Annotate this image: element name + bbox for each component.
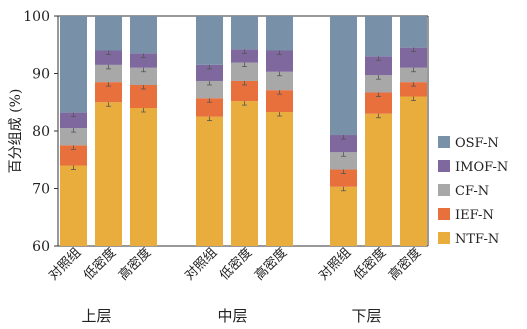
y-tick-label: 70 [32, 182, 50, 198]
y-tick-label: 60 [32, 239, 50, 255]
bar-segment-ief-n [196, 98, 223, 117]
bar-segment-cf-n [400, 67, 427, 83]
bar-segment-osf-n [365, 16, 392, 57]
category-label: 低密度 [350, 245, 389, 284]
bar-segment-imof-n [330, 135, 357, 153]
legend-label: OSF-N [455, 136, 499, 151]
group-label: 下层 [351, 307, 381, 325]
bar-segment-imof-n [231, 49, 258, 63]
bar-segment-cf-n [266, 71, 293, 91]
bar-segment-ief-n [130, 85, 157, 108]
bar-segment-ntf-n [266, 112, 293, 247]
bar-segment-ief-n [266, 90, 293, 113]
bar-segment-cf-n [60, 128, 87, 146]
bar-segment-ntf-n [130, 108, 157, 246]
legend-swatch [438, 208, 450, 220]
bar-segment-imof-n [365, 56, 392, 76]
legend: OSF-N IMOF-N CF-N IEF-N NTF-N [438, 136, 508, 247]
bar-segment-osf-n [60, 16, 87, 113]
bar-segment-imof-n [400, 47, 427, 68]
category-label: 对照组 [182, 245, 220, 283]
y-tick-label: 80 [32, 124, 50, 140]
bar-segment-cf-n [130, 67, 157, 85]
y-axis-label: 百分组成 (%) [8, 89, 24, 174]
plot-area: 60708090100对照组低密度高密度上层对照组低密度高密度中层对照组低密度高… [23, 9, 429, 325]
legend-swatch [438, 136, 450, 148]
bar-segment-ief-n [60, 145, 87, 166]
category-label: 高密度 [251, 245, 290, 284]
category-label: 高密度 [385, 245, 424, 284]
bar-segment-osf-n [266, 16, 293, 51]
bar-segment-ntf-n [95, 102, 122, 246]
bar-segment-osf-n [196, 16, 223, 65]
category-label: 高密度 [115, 245, 154, 284]
bar-segment-ntf-n [231, 101, 258, 246]
legend-swatch [438, 184, 450, 196]
bar-segment-ntf-n [60, 165, 87, 246]
bar-segment-imof-n [196, 64, 223, 81]
bar-segment-cf-n [365, 75, 392, 93]
legend-label: IEF-N [455, 208, 494, 223]
bar-segment-ntf-n [400, 96, 427, 246]
group-label: 上层 [81, 307, 111, 325]
bar-segment-cf-n [196, 80, 223, 99]
legend-label: IMOF-N [455, 160, 508, 175]
bar-segment-ntf-n [196, 116, 223, 246]
category-label: 低密度 [216, 245, 255, 284]
bar-segment-imof-n [95, 50, 122, 65]
category-label: 低密度 [80, 245, 119, 284]
bar-segment-osf-n [130, 16, 157, 54]
bar-segment-cf-n [231, 62, 258, 81]
legend-label: NTF-N [455, 232, 499, 247]
bar-segment-imof-n [60, 112, 87, 129]
bar-segment-ief-n [95, 82, 122, 103]
bar-segment-ntf-n [330, 186, 357, 246]
bar-segment-osf-n [400, 16, 427, 48]
bar-segment-cf-n [95, 64, 122, 83]
bar-segment-ief-n [330, 169, 357, 187]
bar-segment-ntf-n [365, 113, 392, 246]
y-tick-label: 100 [23, 9, 50, 25]
bar-segment-osf-n [95, 16, 122, 51]
legend-label: CF-N [455, 184, 489, 199]
bar-segment-cf-n [330, 152, 357, 170]
legend-swatch [438, 232, 450, 244]
bar-segment-ief-n [365, 92, 392, 114]
bar-segment-osf-n [231, 16, 258, 50]
category-label: 对照组 [46, 245, 84, 283]
bar-segment-imof-n [266, 50, 293, 72]
bar-segment-ief-n [231, 80, 258, 102]
bar-segment-osf-n [330, 16, 357, 136]
bar-segment-ief-n [400, 82, 427, 97]
group-label: 中层 [217, 307, 247, 325]
bar-segment-imof-n [130, 53, 157, 68]
y-tick-label: 90 [32, 67, 50, 83]
category-label: 对照组 [316, 245, 354, 283]
legend-swatch [438, 160, 450, 172]
